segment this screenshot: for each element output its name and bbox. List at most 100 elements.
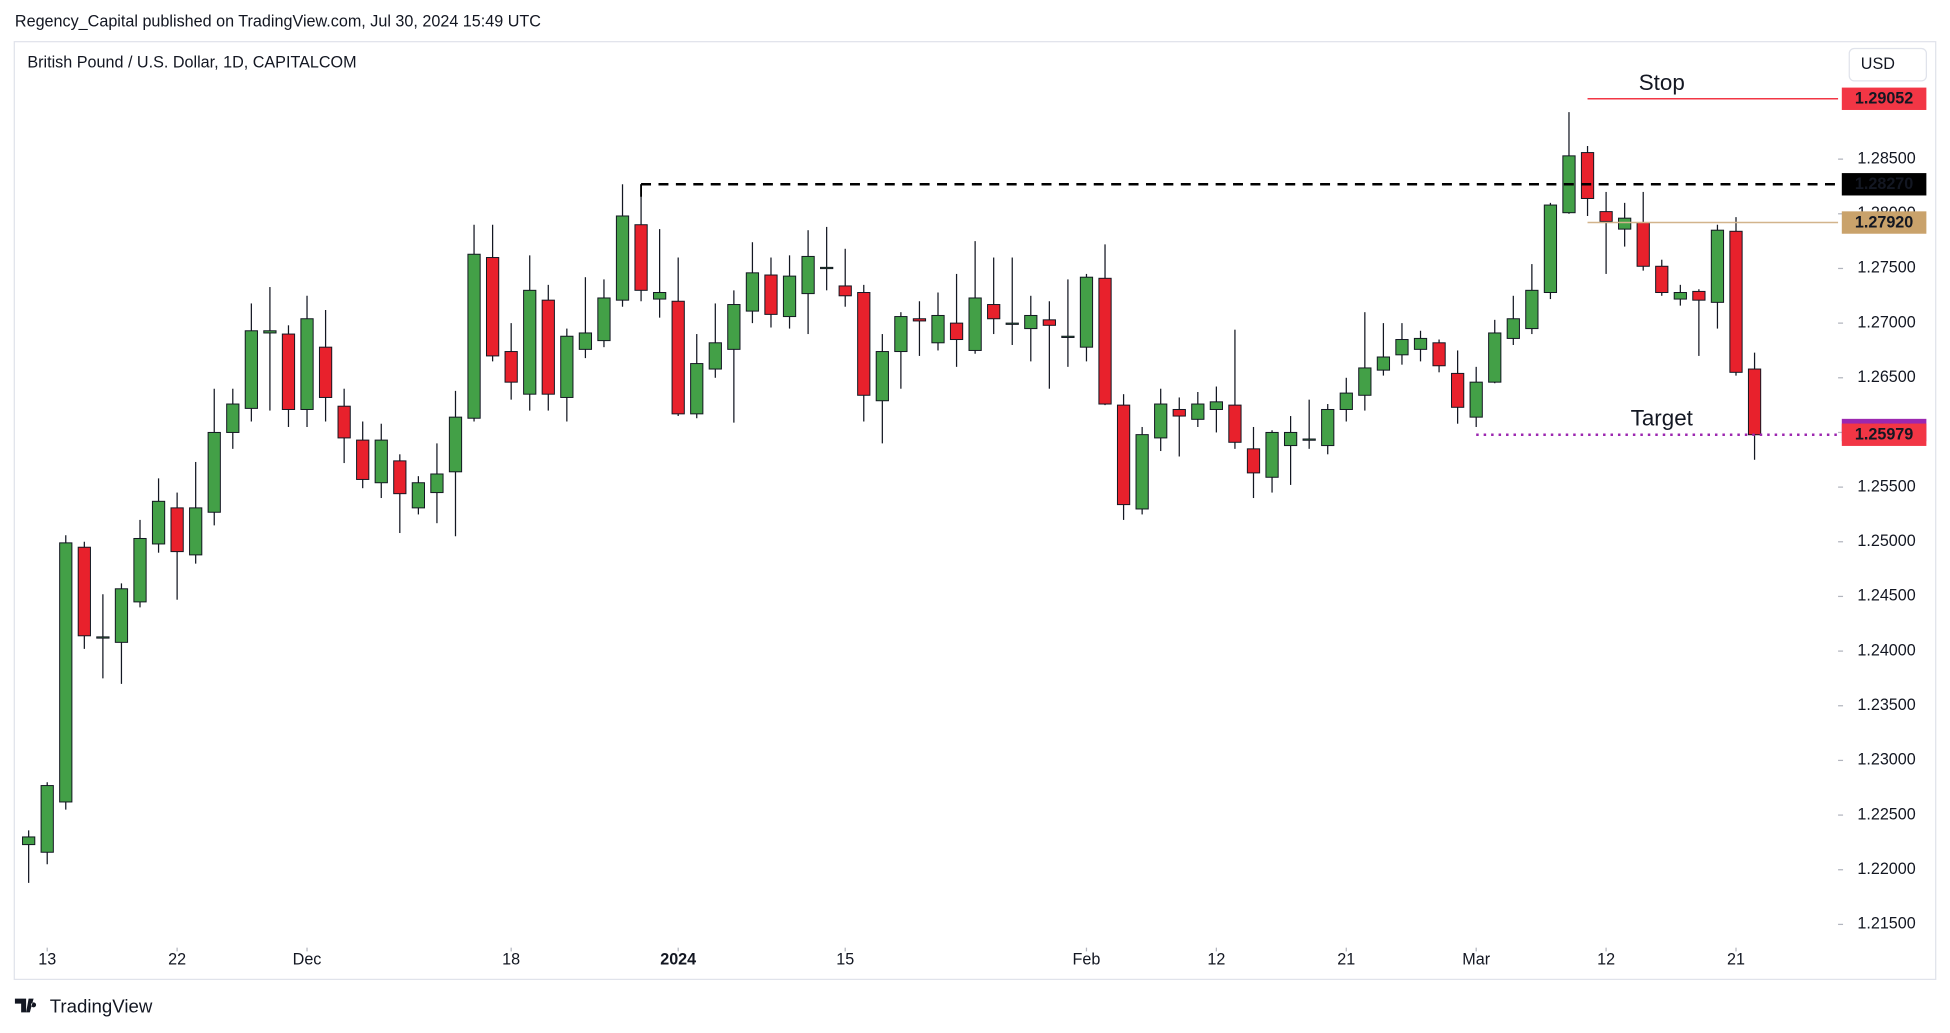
brand: TradingView — [50, 995, 153, 1016]
y-tick-label: 1.25500 — [1857, 477, 1915, 495]
candle-body — [894, 316, 908, 353]
candle-body — [1135, 434, 1149, 510]
candle-body — [1005, 322, 1019, 325]
x-tick-label: 13 — [38, 950, 56, 968]
candle-body — [1469, 381, 1483, 418]
candle-body — [1376, 356, 1391, 371]
publisher-line: Regency_Capital published on TradingView… — [15, 13, 541, 31]
candle-body — [393, 460, 407, 495]
logo-mark — [14, 998, 37, 1013]
candle-body — [1618, 217, 1632, 230]
x-tick-label: 12 — [1207, 950, 1225, 968]
candle-body — [912, 318, 927, 322]
currency-button[interactable] — [1848, 47, 1927, 82]
candle-body — [485, 257, 500, 357]
candle-body — [1543, 204, 1558, 294]
candle-body — [820, 266, 834, 270]
candle-body — [1246, 448, 1261, 474]
level-label: Target — [1631, 406, 1694, 431]
candle-body — [1655, 265, 1669, 294]
candle-body — [411, 482, 425, 509]
candle-body — [1747, 368, 1762, 436]
y-tick-label: 1.22000 — [1857, 860, 1915, 878]
candle-body — [1116, 404, 1131, 506]
currency-label[interactable]: USD — [1861, 55, 1895, 73]
x-tick-label: Feb — [1073, 950, 1101, 968]
price-label-box — [1841, 87, 1927, 110]
price-label-box — [1841, 173, 1927, 196]
candle-body — [1432, 342, 1446, 367]
candle-body — [541, 299, 555, 395]
candle-body — [467, 253, 481, 419]
overlay: 1.21500 1.22000 1.22500 1.23000 1.23500 1.240… — [38, 70, 1927, 968]
candle-body — [838, 285, 852, 297]
candle-body — [151, 500, 166, 545]
candle-body — [374, 439, 388, 484]
candle-body — [801, 255, 815, 295]
candle-body — [244, 330, 258, 409]
candle-body — [1042, 319, 1056, 326]
candle-body — [1209, 401, 1223, 410]
candle-body — [1451, 372, 1465, 408]
candle-body — [1265, 431, 1279, 478]
price-label: 1.25979 — [1855, 426, 1913, 444]
y-tick-label: 1.22500 — [1857, 805, 1915, 823]
candle-body — [1358, 367, 1372, 396]
candle-body — [615, 215, 630, 301]
candle-body — [1172, 408, 1186, 417]
y-tick-label: 1.27000 — [1857, 313, 1915, 331]
candle-body — [1302, 438, 1316, 441]
candle-body — [318, 346, 333, 398]
candle-body — [263, 330, 277, 334]
candle-body — [300, 318, 314, 410]
candle-body — [356, 439, 370, 480]
x-tick-label: Mar — [1462, 950, 1490, 968]
x-tick-label: 21 — [1337, 950, 1355, 968]
price-label: 1.27920 — [1855, 213, 1913, 231]
candle-body — [1283, 431, 1298, 447]
x-tick-label: 15 — [836, 950, 854, 968]
y-tick-label: 1.21500 — [1857, 915, 1915, 933]
x-tick-label: 21 — [1727, 950, 1745, 968]
candle-body — [1636, 222, 1650, 267]
candle-body — [1061, 335, 1075, 338]
x-tick-label: 22 — [168, 950, 186, 968]
candle-body — [634, 224, 648, 291]
candle-body — [189, 507, 203, 556]
plot-area — [22, 112, 1762, 883]
candle-body — [59, 542, 73, 803]
candle-body — [764, 274, 778, 315]
candle-body — [1710, 229, 1725, 303]
candle-body — [523, 289, 537, 395]
price-label-box — [1841, 211, 1927, 234]
candle-body — [1692, 290, 1706, 301]
candle-body — [560, 335, 574, 398]
candle-body — [578, 332, 593, 350]
candle-body — [40, 785, 54, 853]
candle-body — [1673, 292, 1687, 300]
candle-body — [207, 431, 221, 513]
candle-body — [857, 292, 871, 396]
candle-body — [1154, 403, 1168, 439]
candle-body — [22, 836, 36, 846]
level-label: Stop — [1639, 70, 1685, 95]
candle-body — [114, 588, 129, 643]
candle-body — [170, 507, 184, 553]
candle-body — [1321, 408, 1335, 447]
candle-body — [745, 272, 760, 312]
y-tick-label: 1.28500 — [1857, 149, 1915, 167]
tradingview-logo: TradingView — [14, 995, 153, 1016]
y-tick-label: 1.25000 — [1857, 532, 1915, 550]
candle-body — [1729, 230, 1743, 373]
chart-frame — [13, 41, 1937, 980]
y-tick-label: 1.23000 — [1857, 751, 1915, 769]
candle-body — [1191, 403, 1205, 420]
candle-body — [1098, 277, 1112, 405]
candle-body — [448, 416, 463, 473]
y-tick-label: 1.23500 — [1857, 696, 1915, 714]
price-label: 1.29052 — [1855, 90, 1913, 108]
price-label-box — [1841, 423, 1927, 446]
candle-body — [133, 537, 147, 603]
